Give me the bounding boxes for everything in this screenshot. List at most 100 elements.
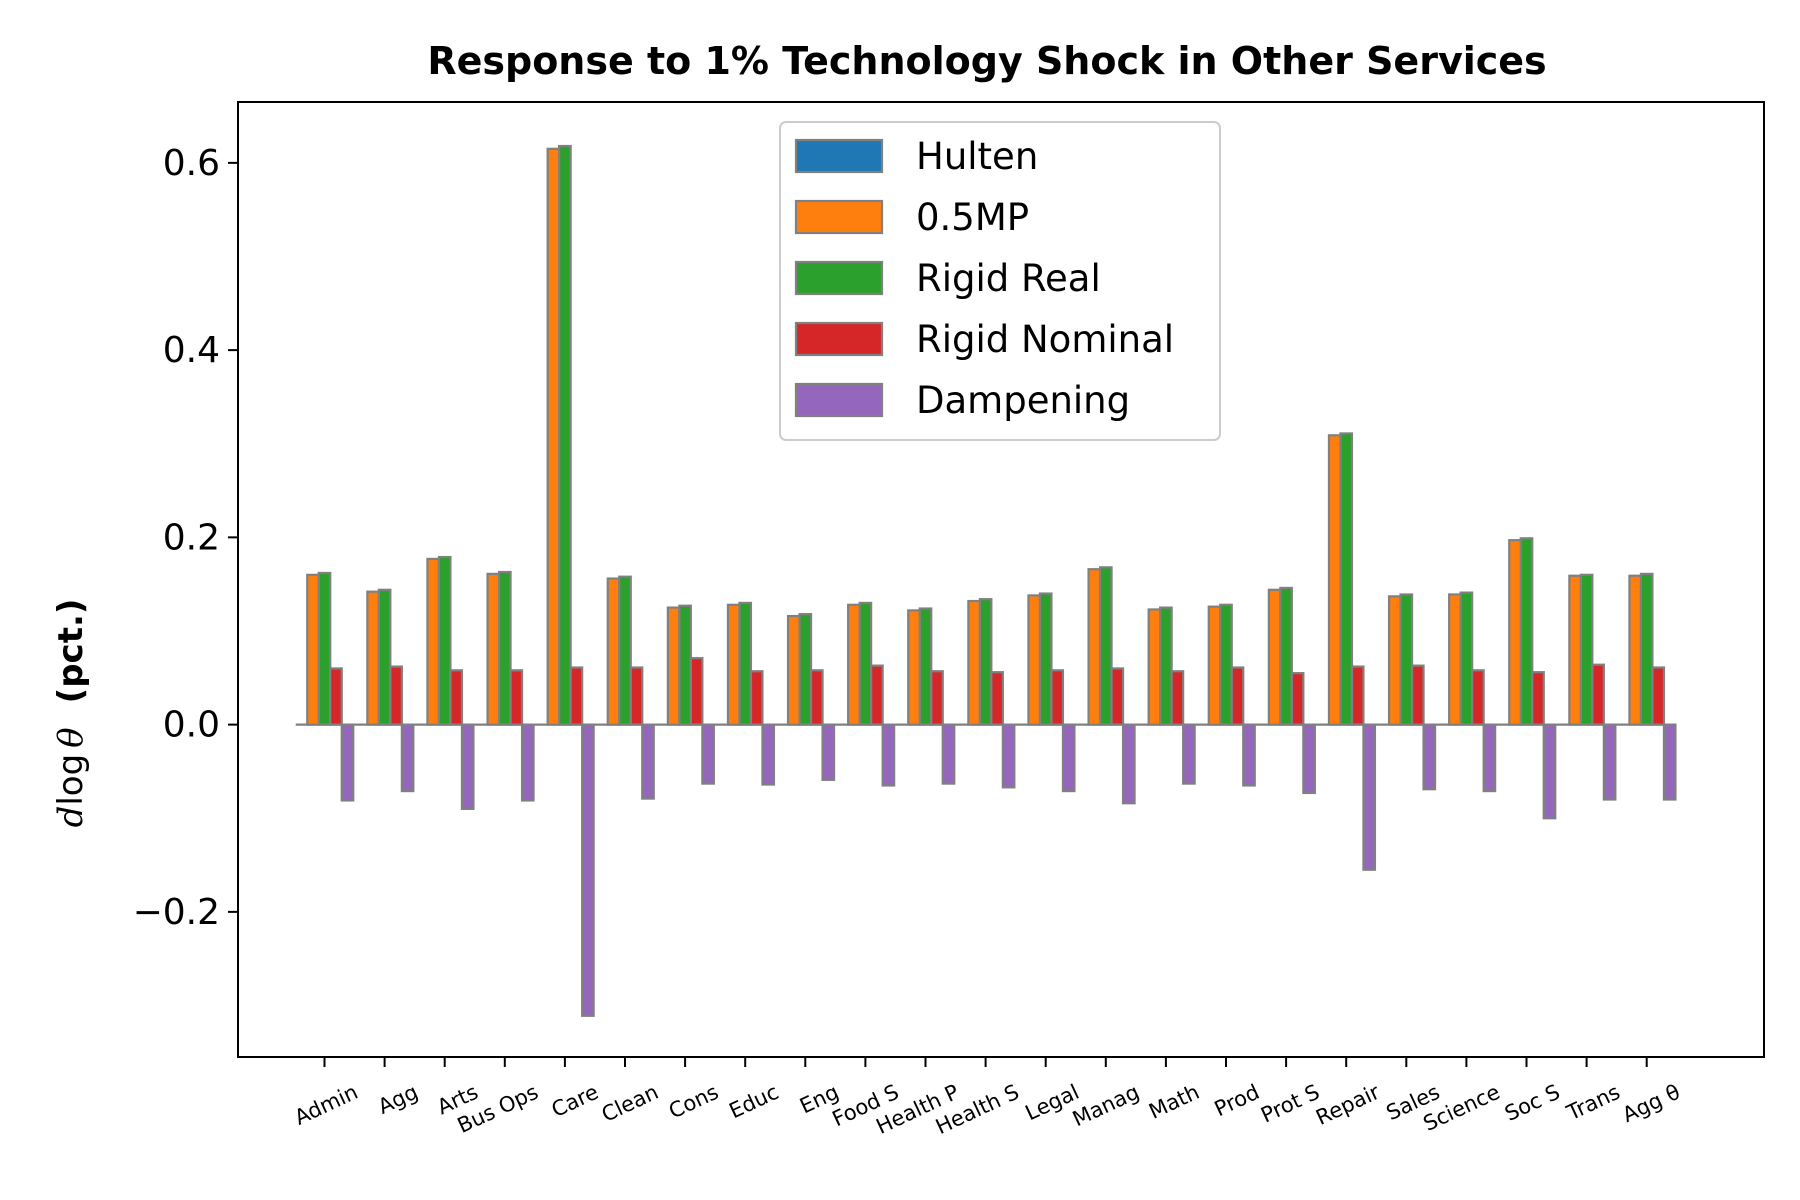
bar-rigid-nominal-arts	[449, 669, 464, 726]
y-label-d: d	[51, 806, 91, 828]
bar-0-5mp-food-s	[847, 603, 861, 726]
y-tick-label: −0.2	[133, 892, 220, 933]
bar-dampening-care	[581, 723, 595, 1017]
x-tick-label-clean: Clean	[598, 1080, 662, 1127]
legend-swatch-0-5mp	[794, 199, 884, 235]
x-tick-label-prod: Prod	[1211, 1080, 1263, 1121]
legend-swatch-rigid-nominal	[794, 321, 884, 357]
bar-rigid-real-eng	[798, 613, 813, 726]
bar-dampening-trans	[1602, 723, 1617, 801]
bar-rigid-nominal-agg	[389, 665, 403, 726]
legend-label-hulten: Hulten	[916, 135, 1038, 178]
bar-dampening-agg	[1662, 723, 1677, 801]
bar-rigid-real-arts	[437, 555, 452, 726]
bar-rigid-real-agg	[377, 588, 392, 726]
bar-rigid-nominal-trans	[1591, 663, 1605, 726]
bar-rigid-real-clean	[618, 575, 632, 726]
bar-dampening-prot-s	[1302, 723, 1316, 795]
x-tick-label-soc-s: Soc S	[1501, 1080, 1563, 1126]
bar-rigid-nominal-prot-s	[1290, 672, 1305, 726]
bar-rigid-nominal-science	[1471, 669, 1485, 726]
bar-0-5mp-agg	[366, 590, 380, 726]
legend-swatch-rigid-real	[794, 260, 884, 296]
bar-rigid-real-health-p	[918, 607, 933, 726]
bar-dampening-food-s	[881, 723, 896, 787]
bar-0-5mp-cons	[666, 606, 681, 726]
bar-0-5mp-admin	[306, 573, 320, 726]
x-tick-label-agg: Agg	[374, 1080, 421, 1119]
bar-dampening-health-p	[941, 723, 956, 785]
bar-rigid-real-agg	[1639, 572, 1654, 726]
x-tick-label-educ: Educ	[726, 1080, 783, 1124]
legend: Hulten 0.5MP Rigid Real Rigid Nominal Dampen…	[779, 121, 1221, 441]
y-label-log: log	[51, 754, 91, 806]
bar-0-5mp-legal	[1027, 594, 1042, 726]
bar-rigid-nominal-food-s	[870, 664, 884, 726]
bar-rigid-real-cons	[678, 604, 692, 726]
bar-rigid-real-prod	[1219, 603, 1233, 726]
bar-dampening-admin	[340, 723, 355, 802]
bar-dampening-bus-ops	[520, 723, 535, 802]
x-tick-label-manag: Manag	[1069, 1080, 1143, 1132]
bar-rigid-real-legal	[1038, 592, 1053, 726]
bar-dampening-prod	[1242, 723, 1256, 787]
bar-0-5mp-educ	[726, 603, 741, 726]
legend-swatch-hulten	[794, 138, 884, 174]
bar-dampening-science	[1482, 723, 1497, 793]
legend-label-0-5mp: 0.5MP	[916, 196, 1029, 239]
x-tick-label-repair: Repair	[1312, 1080, 1383, 1130]
bar-0-5mp-soc-s	[1508, 539, 1522, 726]
bar-rigid-nominal-agg	[1651, 666, 1666, 726]
y-axis: −0.2 0.0 0.2 0.4 0.6	[133, 143, 238, 933]
bar-0-5mp-trans	[1568, 574, 1582, 726]
bar-rigid-real-manag	[1098, 566, 1113, 726]
y-tick-label: 0.2	[163, 517, 220, 558]
x-tick-label-prot-s: Prot S	[1257, 1080, 1323, 1128]
bar-0-5mp-prot-s	[1267, 588, 1282, 726]
legend-label-rigid-real: Rigid Real	[916, 257, 1101, 300]
bar-dampening-educ	[761, 723, 776, 786]
bar-0-5mp-arts	[426, 557, 441, 726]
bar-rigid-nominal-sales	[1410, 664, 1425, 726]
bar-rigid-nominal-educ	[749, 670, 764, 726]
bar-rigid-real-soc-s	[1519, 537, 1534, 726]
x-tick-label-trans: Trans	[1562, 1080, 1623, 1126]
bar-rigid-nominal-cons	[689, 657, 704, 726]
legend-label-rigid-nominal: Rigid Nominal	[916, 318, 1174, 361]
bar-dampening-arts	[460, 723, 475, 810]
y-tick-label: 0.4	[163, 330, 220, 371]
bar-dampening-repair	[1362, 723, 1377, 871]
bar-dampening-legal	[1061, 723, 1076, 793]
chart-title: Response to 1% Technology Shock in Other…	[427, 39, 1546, 83]
bar-rigid-nominal-repair	[1350, 665, 1365, 726]
bar-dampening-clean	[641, 723, 655, 800]
bar-0-5mp-eng	[786, 614, 801, 726]
bar-rigid-nominal-clean	[629, 666, 644, 726]
bar-dampening-cons	[701, 723, 715, 785]
bar-rigid-nominal-admin	[329, 667, 343, 726]
y-tick-label: 0.6	[163, 143, 220, 184]
bar-rigid-nominal-health-s	[990, 671, 1004, 726]
y-axis-label: dlog θ (pct.)	[51, 599, 91, 828]
y-label-theta: θ	[51, 727, 91, 747]
bar-dampening-eng	[821, 723, 836, 781]
legend-label-dampening: Dampening	[916, 379, 1130, 422]
x-tick-label-math: Math	[1145, 1080, 1203, 1124]
bar-rigid-real-educ	[738, 601, 753, 726]
bar-dampening-soc-s	[1542, 723, 1557, 820]
bar-rigid-nominal-soc-s	[1531, 671, 1545, 726]
bar-dampening-manag	[1121, 723, 1136, 805]
bar-0-5mp-health-p	[907, 609, 921, 726]
bar-dampening-agg	[400, 723, 415, 793]
bar-0-5mp-science	[1448, 593, 1462, 726]
bar-0-5mp-clean	[606, 577, 621, 726]
bar-0-5mp-prod	[1207, 605, 1222, 726]
bar-rigid-real-health-s	[978, 598, 993, 726]
bar-rigid-real-prot-s	[1279, 586, 1293, 726]
x-tick-label-care: Care	[548, 1080, 602, 1122]
x-tick-label-cons: Cons	[665, 1080, 722, 1124]
legend-swatch-dampening	[794, 382, 884, 418]
y-label-unit: (pct.)	[51, 599, 91, 704]
bar-0-5mp-repair	[1327, 434, 1342, 726]
